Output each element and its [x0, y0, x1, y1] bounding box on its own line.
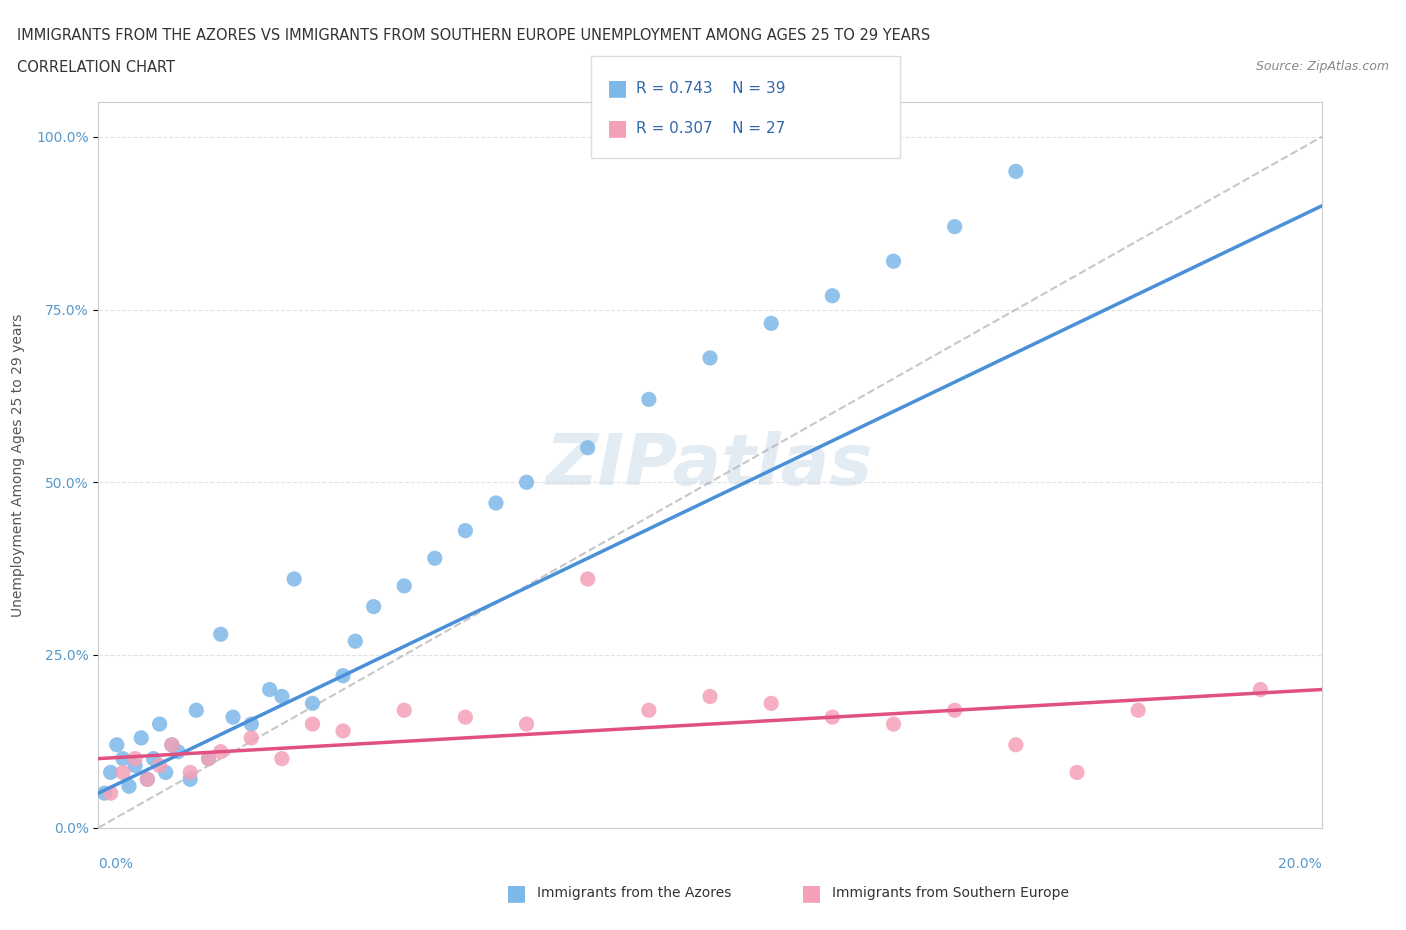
Point	[124, 758, 146, 773]
Point	[759, 696, 782, 711]
Point	[259, 682, 281, 697]
Point	[111, 751, 134, 766]
Text: ■: ■	[607, 78, 628, 99]
Point	[516, 717, 538, 732]
Point	[1249, 682, 1271, 697]
Point	[1004, 737, 1026, 752]
Text: ■: ■	[506, 883, 527, 903]
Text: R = 0.307    N = 27: R = 0.307 N = 27	[636, 121, 785, 136]
Point	[344, 633, 367, 648]
Point	[883, 254, 905, 269]
Point	[821, 288, 844, 303]
Point	[222, 710, 245, 724]
Point	[155, 765, 177, 780]
Point	[149, 717, 172, 732]
Point	[1128, 703, 1150, 718]
Point	[124, 751, 146, 766]
Point	[160, 737, 183, 752]
Point	[363, 599, 385, 614]
Point	[209, 744, 232, 759]
Point	[637, 703, 661, 718]
Point	[240, 717, 263, 732]
Text: CORRELATION CHART: CORRELATION CHART	[17, 60, 174, 75]
Point	[943, 219, 966, 234]
Point	[100, 765, 122, 780]
Point	[943, 703, 966, 718]
Point	[149, 758, 172, 773]
Point	[136, 772, 159, 787]
Text: Immigrants from the Azores: Immigrants from the Azores	[537, 885, 731, 900]
Point	[283, 572, 305, 587]
Point	[167, 744, 190, 759]
Point	[105, 737, 128, 752]
Point	[699, 689, 721, 704]
Point	[699, 351, 721, 365]
Text: ZIPatlas: ZIPatlas	[547, 431, 873, 499]
Point	[1066, 765, 1088, 780]
Text: ■: ■	[607, 118, 628, 139]
Point	[301, 696, 323, 711]
Point	[301, 717, 323, 732]
Point	[240, 730, 263, 745]
Point	[576, 440, 599, 455]
Point	[454, 524, 477, 538]
Point	[759, 316, 782, 331]
Point	[423, 551, 446, 565]
Point	[883, 717, 905, 732]
Point	[332, 669, 354, 684]
Point	[821, 710, 844, 724]
Point	[179, 772, 201, 787]
Point	[392, 578, 416, 593]
Point	[118, 778, 141, 793]
Point	[179, 765, 201, 780]
Point	[485, 496, 508, 511]
Point	[160, 737, 183, 752]
Point	[270, 751, 292, 766]
Point	[142, 751, 165, 766]
Point	[576, 572, 599, 587]
Point	[186, 703, 208, 718]
Point	[136, 772, 159, 787]
Text: Immigrants from Southern Europe: Immigrants from Southern Europe	[832, 885, 1070, 900]
Text: IMMIGRANTS FROM THE AZORES VS IMMIGRANTS FROM SOUTHERN EUROPE UNEMPLOYMENT AMONG: IMMIGRANTS FROM THE AZORES VS IMMIGRANTS…	[17, 28, 931, 43]
Point	[197, 751, 219, 766]
Point	[332, 724, 354, 738]
Text: Source: ZipAtlas.com: Source: ZipAtlas.com	[1256, 60, 1389, 73]
Point	[637, 392, 661, 406]
Text: ■: ■	[801, 883, 823, 903]
Point	[392, 703, 416, 718]
Point	[100, 786, 122, 801]
Text: 20.0%: 20.0%	[1278, 857, 1322, 870]
Point	[1004, 164, 1026, 179]
Point	[454, 710, 477, 724]
Y-axis label: Unemployment Among Ages 25 to 29 years: Unemployment Among Ages 25 to 29 years	[11, 313, 25, 617]
Point	[111, 765, 134, 780]
Point	[129, 730, 152, 745]
Point	[270, 689, 292, 704]
Point	[197, 751, 219, 766]
Point	[209, 627, 232, 642]
Text: 0.0%: 0.0%	[98, 857, 134, 870]
Text: R = 0.743    N = 39: R = 0.743 N = 39	[636, 81, 785, 96]
Point	[516, 475, 538, 490]
Point	[93, 786, 115, 801]
